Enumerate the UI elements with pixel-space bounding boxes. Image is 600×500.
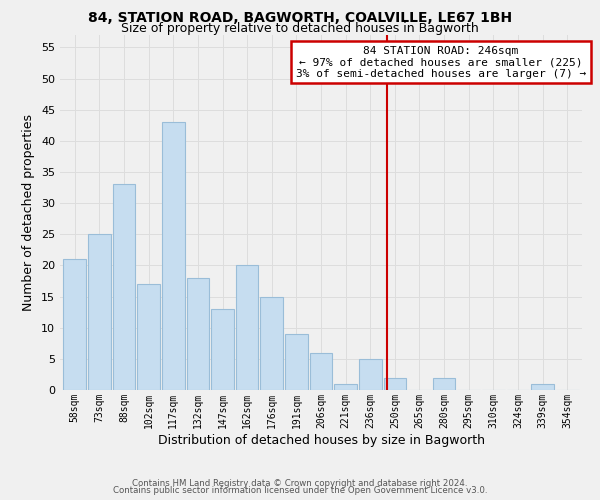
- Bar: [88, 234, 111, 390]
- Bar: [137, 284, 160, 390]
- Text: 84, STATION ROAD, BAGWORTH, COALVILLE, LE67 1BH: 84, STATION ROAD, BAGWORTH, COALVILLE, L…: [88, 11, 512, 25]
- Bar: [236, 266, 259, 390]
- Y-axis label: Number of detached properties: Number of detached properties: [22, 114, 35, 311]
- Bar: [383, 378, 406, 390]
- Bar: [531, 384, 554, 390]
- Bar: [64, 259, 86, 390]
- Bar: [334, 384, 357, 390]
- Bar: [433, 378, 455, 390]
- Text: 84 STATION ROAD: 246sqm
← 97% of detached houses are smaller (225)
3% of semi-de: 84 STATION ROAD: 246sqm ← 97% of detache…: [296, 46, 586, 79]
- Bar: [113, 184, 136, 390]
- Bar: [187, 278, 209, 390]
- Bar: [359, 359, 382, 390]
- X-axis label: Distribution of detached houses by size in Bagworth: Distribution of detached houses by size …: [157, 434, 485, 446]
- Bar: [260, 296, 283, 390]
- Bar: [162, 122, 185, 390]
- Text: Size of property relative to detached houses in Bagworth: Size of property relative to detached ho…: [121, 22, 479, 35]
- Bar: [285, 334, 308, 390]
- Bar: [211, 309, 234, 390]
- Text: Contains public sector information licensed under the Open Government Licence v3: Contains public sector information licen…: [113, 486, 487, 495]
- Text: Contains HM Land Registry data © Crown copyright and database right 2024.: Contains HM Land Registry data © Crown c…: [132, 478, 468, 488]
- Bar: [310, 352, 332, 390]
